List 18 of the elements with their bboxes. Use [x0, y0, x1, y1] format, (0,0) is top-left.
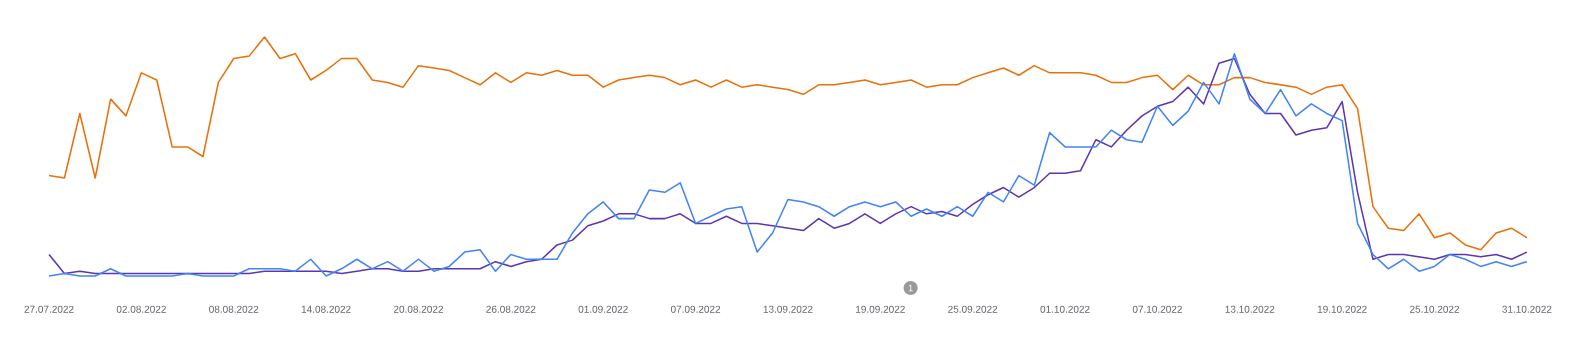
- x-tick-label: 01.09.2022: [578, 305, 628, 313]
- x-tick-label: 31.10.2022: [1502, 305, 1552, 313]
- text: 1: [908, 284, 913, 292]
- x-tick-label: 26.08.2022: [486, 305, 536, 313]
- x-tick-label: 25.09.2022: [948, 305, 998, 313]
- x-tick-label: 01.10.2022: [1040, 305, 1090, 313]
- x-tick-label: 08.08.2022: [209, 305, 259, 313]
- x-tick-label: 07.09.2022: [670, 305, 721, 313]
- x-tick-label: 20.08.2022: [393, 305, 443, 313]
- x-tick-label: 27.07.2022: [24, 305, 74, 313]
- x-tick-label: 13.10.2022: [1225, 305, 1275, 313]
- x-tick-label: 19.10.2022: [1317, 305, 1367, 313]
- x-tick-label: 07.10.2022: [1132, 305, 1182, 313]
- x-tick-label: 14.08.2022: [301, 305, 351, 313]
- x-tick-label: 02.08.2022: [116, 305, 166, 313]
- x-tick-label: 25.10.2022: [1410, 305, 1460, 313]
- x-tick-label: 19.09.2022: [856, 305, 905, 313]
- x-tick-label: 13.09.2022: [763, 305, 813, 313]
